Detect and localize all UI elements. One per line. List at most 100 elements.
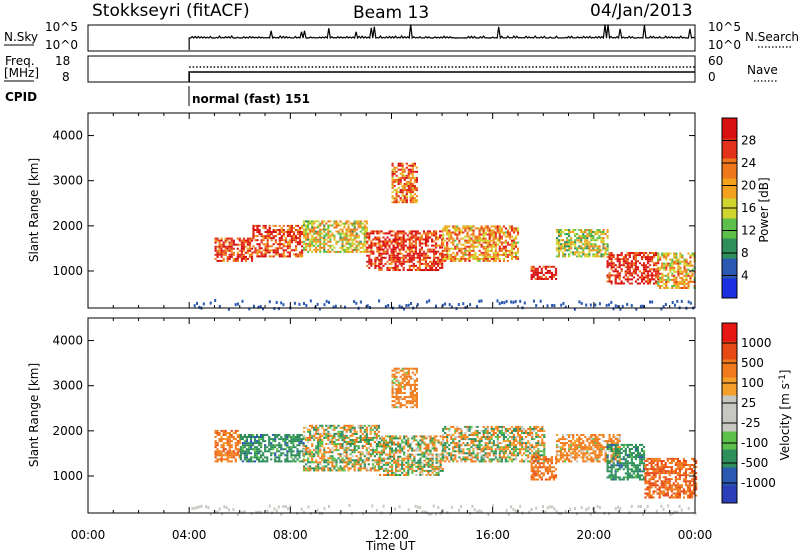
heatmap-cell (501, 301, 503, 305)
heatmap-cell (255, 434, 259, 436)
heatmap-cell (236, 259, 239, 262)
heatmap-cell (400, 260, 403, 263)
heatmap-cell (667, 287, 670, 289)
heatmap-cell (247, 452, 250, 455)
heatmap-cell (454, 429, 457, 432)
heatmap-cell (321, 232, 324, 235)
heatmap-cell (514, 427, 518, 430)
heatmap-cell (329, 434, 332, 437)
heatmap-cell (411, 471, 414, 474)
heatmap-cell (373, 436, 376, 439)
heatmap-cell (504, 440, 507, 443)
heatmap-cell (396, 256, 399, 259)
heatmap-cell (651, 268, 654, 271)
heatmap-cell (422, 269, 426, 271)
heatmap-cell (382, 467, 386, 470)
heatmap-cell (264, 235, 267, 238)
heatmap-cell (392, 230, 395, 233)
heatmap-cell (282, 452, 285, 455)
heatmap-cell (251, 460, 255, 463)
heatmap-cell (343, 250, 346, 253)
heatmap-cell (446, 231, 449, 234)
heatmap-cell (474, 446, 477, 449)
heatmap-cell (407, 453, 410, 456)
heatmap-cell (391, 385, 394, 388)
heatmap-cell (390, 242, 393, 245)
heatmap-cell (476, 458, 479, 461)
heatmap-cell (355, 455, 358, 458)
heatmap-cell (395, 390, 398, 392)
heatmap-cell (462, 255, 465, 258)
heatmap-cell (232, 257, 235, 260)
heatmap-cell (305, 228, 308, 231)
heatmap-cell (426, 250, 430, 253)
heatmap-cell (407, 474, 410, 476)
heatmap-cell (462, 257, 465, 260)
heatmap-cell (317, 238, 320, 241)
heatmap-cell (398, 252, 401, 255)
heatmap-cell (488, 440, 491, 443)
heatmap-cell (411, 392, 414, 394)
heatmap-cell (540, 278, 543, 280)
heatmap-cell (665, 252, 668, 255)
heatmap-cell (539, 450, 542, 453)
heatmap-cell (329, 457, 332, 460)
heatmap-cell (401, 445, 404, 448)
heatmap-cell (232, 438, 235, 441)
heatmap-cell (578, 247, 581, 250)
heatmap-cell (392, 234, 395, 237)
heatmap-cell (390, 248, 393, 251)
heatmap-cell (649, 260, 652, 263)
heatmap-cell (450, 257, 453, 260)
heatmap-cell (341, 445, 344, 448)
heatmap-cell (564, 243, 567, 246)
heatmap-cell (363, 441, 366, 443)
heatmap-cell (553, 304, 556, 308)
heatmap-cell (590, 231, 593, 233)
heatmap-cell (424, 244, 428, 247)
heatmap-cell (454, 245, 457, 248)
heatmap-cell (606, 237, 609, 240)
heatmap-cell (525, 454, 528, 457)
heatmap-cell (321, 457, 324, 460)
heatmap-cell (421, 455, 424, 458)
heatmap-cell (521, 427, 524, 430)
heatmap-cell (389, 451, 392, 454)
heatmap-cell (397, 178, 400, 181)
heatmap-cell (370, 246, 373, 249)
heatmap-cell (284, 448, 287, 451)
heatmap-cell (351, 244, 354, 247)
heatmap-cell (425, 443, 428, 446)
heatmap-cell (496, 227, 499, 230)
heatmap-cell (249, 440, 253, 443)
heatmap-cell (450, 305, 453, 309)
heatmap-cell (420, 238, 423, 241)
heatmap-cell (677, 266, 680, 269)
heatmap-cell (349, 461, 352, 464)
heatmap-cell (498, 245, 501, 248)
heatmap-cell (366, 304, 369, 308)
heatmap-cell (347, 443, 350, 445)
heatmap-cell (398, 256, 401, 259)
heatmap-cell (636, 266, 639, 269)
y-tick-label: 3000 (52, 174, 83, 188)
heatmap-cell (410, 230, 413, 233)
heatmap-cell (468, 259, 471, 262)
heatmap-cell (232, 432, 235, 434)
heatmap-cell (329, 234, 332, 237)
heatmap-cell (416, 252, 419, 255)
heatmap-cell (298, 460, 301, 463)
heatmap-cell (596, 245, 599, 248)
heatmap-cell (512, 436, 516, 438)
heatmap-cell (339, 467, 342, 470)
heatmap-cell (378, 252, 381, 255)
heatmap-cell (435, 242, 438, 245)
heatmap-cell (496, 255, 499, 258)
heatmap-cell (405, 465, 408, 468)
heatmap-cell (248, 243, 252, 246)
heatmap-cell (464, 257, 467, 260)
heatmap-cell (474, 227, 477, 230)
heatmap-cell (392, 254, 395, 257)
heatmap-cell (468, 425, 471, 428)
heatmap-cell (468, 227, 471, 230)
